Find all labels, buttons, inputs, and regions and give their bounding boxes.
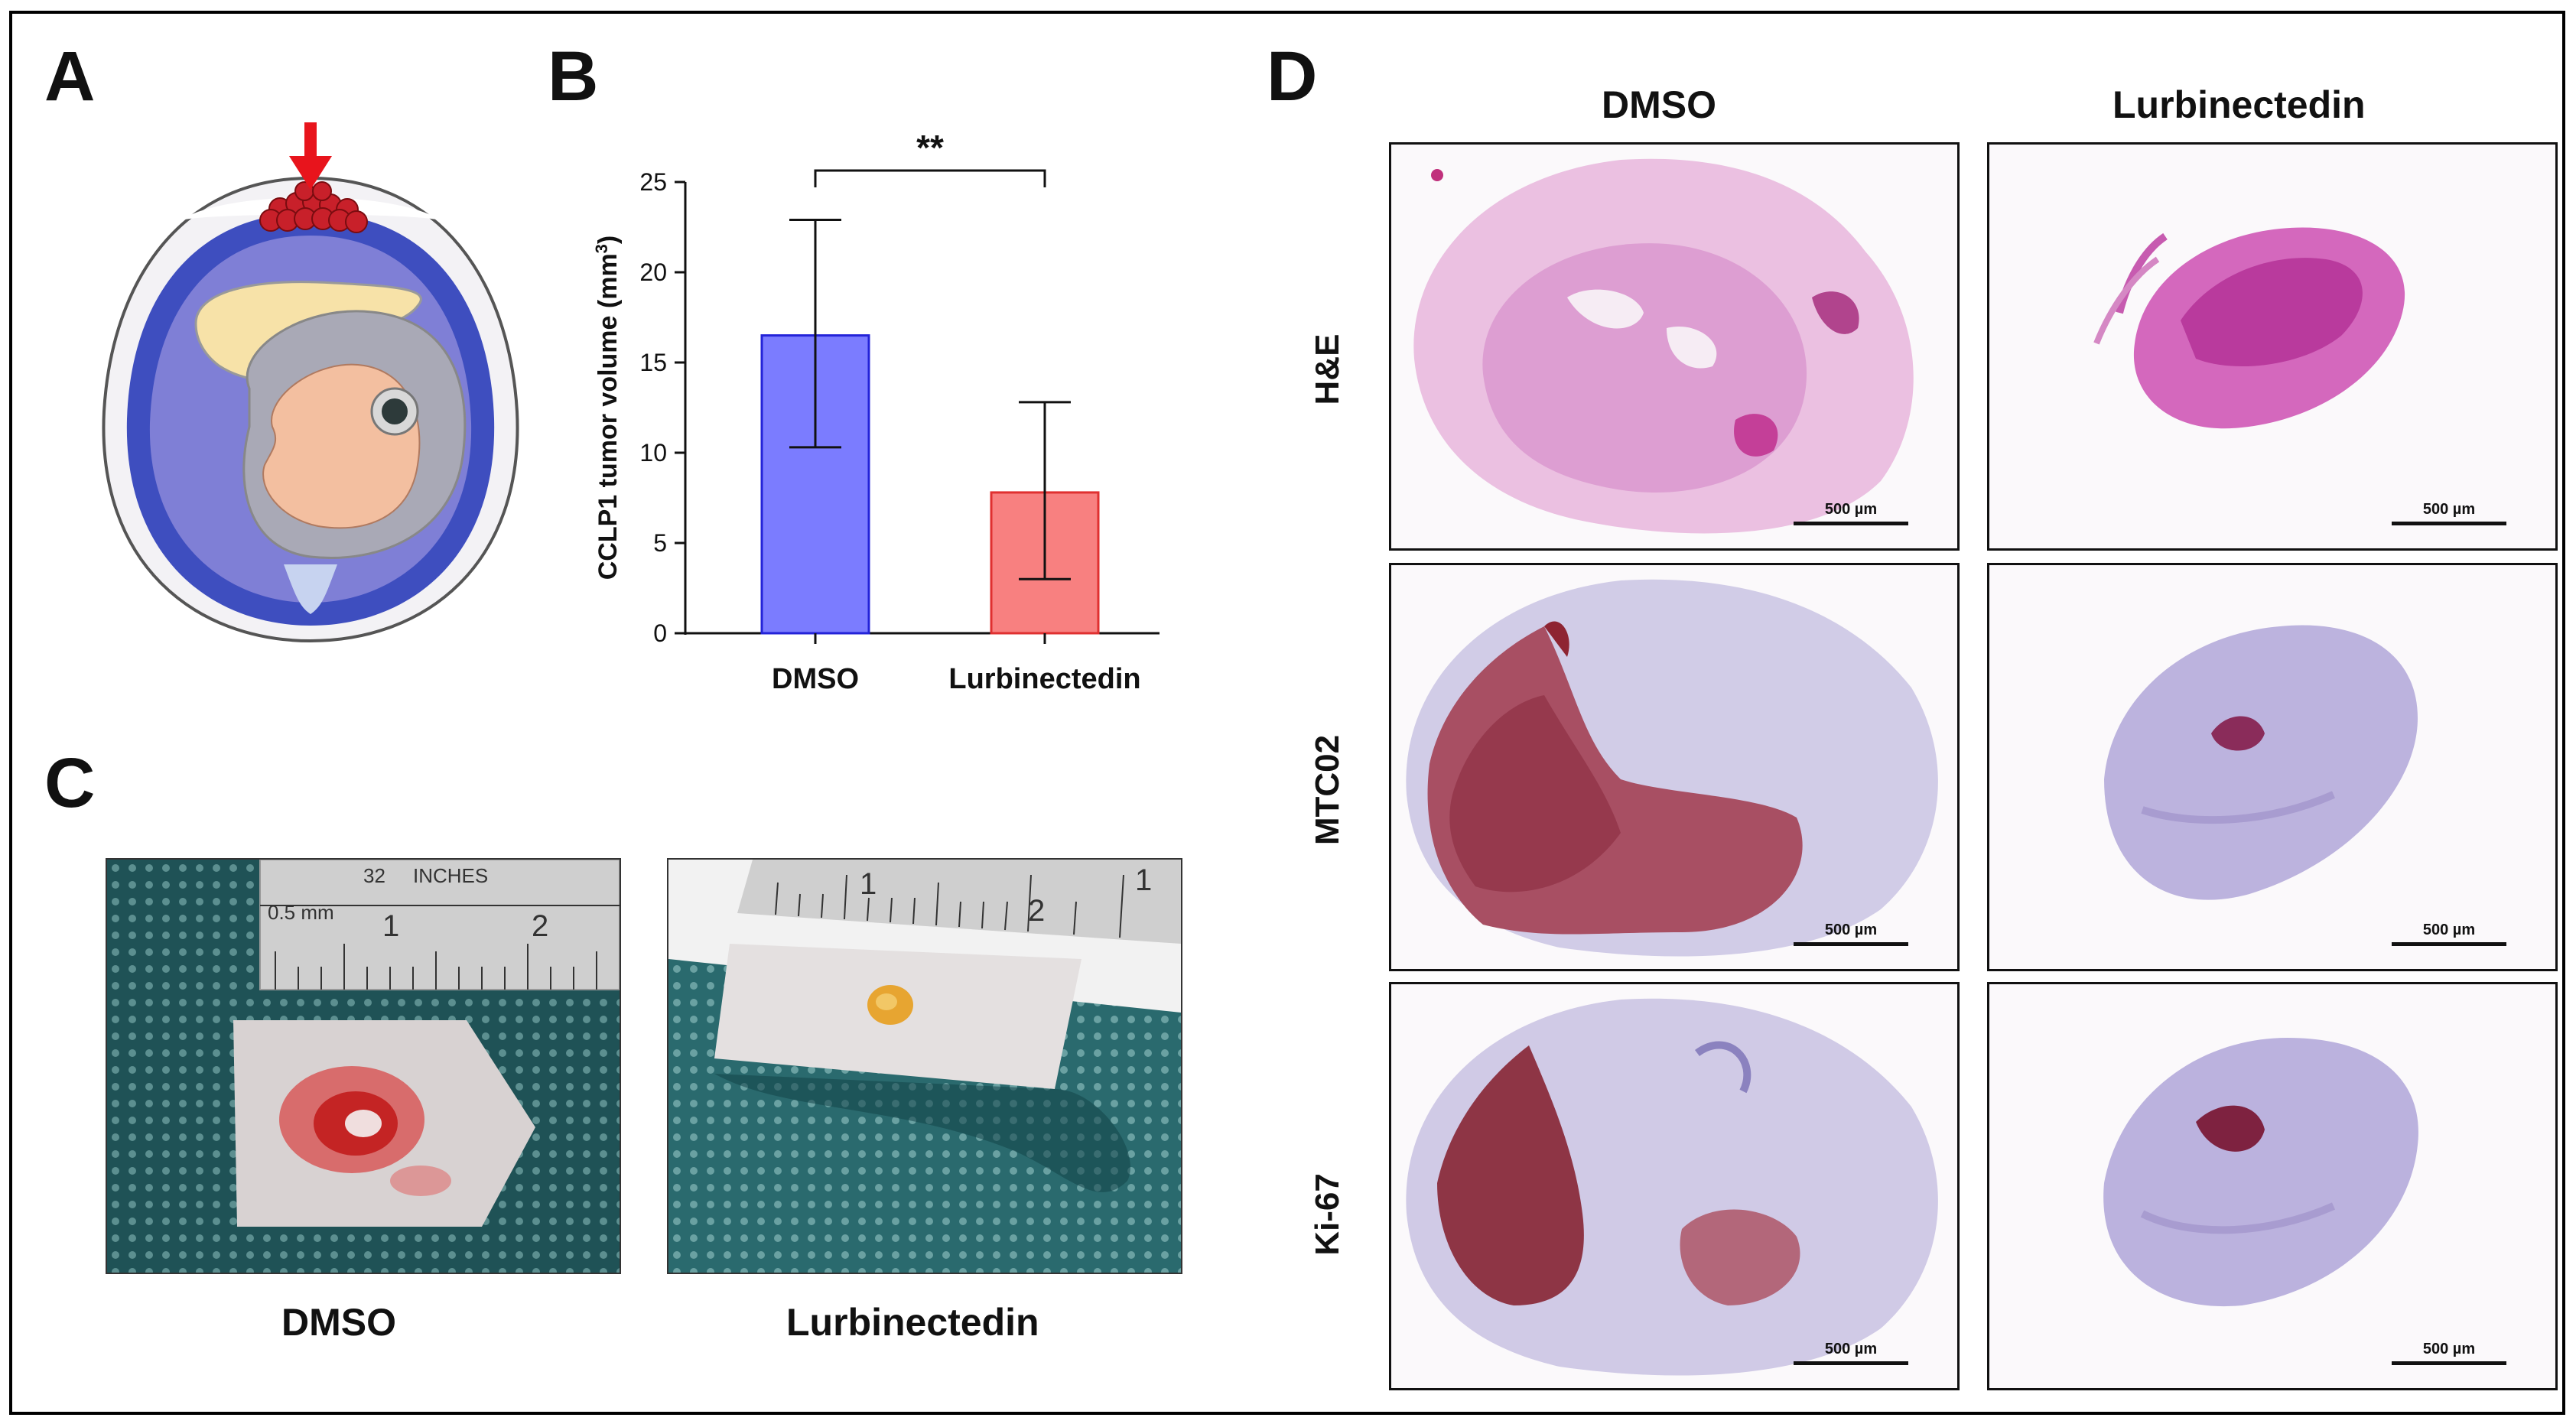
egg-cam-inoculation-icon bbox=[102, 122, 519, 643]
ruler-right-3: 1 bbox=[1135, 863, 1152, 897]
significance-label: ** bbox=[916, 128, 944, 167]
y-tick-label: 20 bbox=[639, 258, 667, 286]
caption-lurbinectedin: Lurbinectedin bbox=[786, 1301, 1039, 1344]
scale-bar: 500 µm bbox=[1794, 501, 1908, 525]
scale-bar-label: 500 µm bbox=[2422, 501, 2476, 518]
x-tick-label: DMSO bbox=[772, 663, 859, 695]
histology-he-lurbinectedin: 500 µm bbox=[1987, 142, 2558, 551]
caption-dmso: DMSO bbox=[281, 1301, 396, 1344]
histology-ki67-dmso: 500 µm bbox=[1389, 982, 1960, 1390]
significance-bracket bbox=[814, 169, 1046, 187]
ruler-text-32: 32 bbox=[363, 864, 385, 887]
scale-bar: 500 µm bbox=[1794, 922, 1908, 946]
y-tick-label: 25 bbox=[639, 168, 667, 196]
row-label-ki67: Ki-67 bbox=[1309, 1173, 1346, 1256]
histology-he-dmso: 500 µm bbox=[1389, 142, 1960, 551]
ruler-text-1: 1 bbox=[382, 909, 399, 943]
column-header-dmso: DMSO bbox=[1602, 83, 1716, 126]
panel-letter-a: A bbox=[44, 37, 96, 115]
tumor-volume-bar-chart: 0 5 10 15 20 25 DMSO Lurbinectedin ** CCLP1 tumo… bbox=[592, 128, 1160, 695]
y-axis-label: CCLP1 tumor volume (mm3) bbox=[592, 236, 623, 580]
scale-bar-label: 500 µm bbox=[1824, 922, 1878, 938]
scale-bar: 500 µm bbox=[2392, 1341, 2506, 1365]
y-tick-label: 10 bbox=[639, 439, 667, 467]
y-tick-label: 0 bbox=[653, 619, 667, 647]
figure-frame: A B 0 5 10 15 20 25 bbox=[9, 11, 2565, 1415]
histology-mtc02-lurbinectedin: 500 µm bbox=[1987, 563, 2558, 971]
scale-bar: 500 µm bbox=[1794, 1341, 1908, 1365]
scale-bar-label: 500 µm bbox=[1824, 1341, 1878, 1357]
ruler-text-inches: INCHES bbox=[413, 864, 488, 887]
ruler-text-2: 2 bbox=[532, 909, 548, 943]
y-tick-label: 5 bbox=[653, 529, 667, 557]
photo-lurbinectedin-tumor: 1 2 1 bbox=[667, 858, 1182, 1274]
panel-letter-b: B bbox=[548, 37, 599, 115]
scale-bar: 500 µm bbox=[2392, 501, 2506, 525]
scale-bar-label: 500 µm bbox=[1824, 501, 1878, 518]
scale-bar-label: 500 µm bbox=[2422, 1341, 2476, 1357]
panel-letter-c: C bbox=[44, 744, 96, 822]
y-tick-label: 15 bbox=[639, 349, 667, 376]
column-header-lurbinectedin: Lurbinectedin bbox=[2113, 83, 2366, 126]
ruler-text-mm: 0.5 mm bbox=[268, 901, 334, 924]
ruler-right-2: 2 bbox=[1028, 894, 1045, 928]
ruler-right-1: 1 bbox=[860, 867, 877, 901]
row-label-he: H&E bbox=[1309, 333, 1346, 405]
panel-letter-d: D bbox=[1267, 37, 1318, 115]
row-label-mtc02: MTC02 bbox=[1309, 734, 1346, 846]
x-tick-label: Lurbinectedin bbox=[948, 663, 1140, 695]
scale-bar-label: 500 µm bbox=[2422, 922, 2476, 938]
photo-dmso-tumor: 0.5 mm 32 INCHES 1 2 bbox=[106, 858, 621, 1274]
scale-bar: 500 µm bbox=[2392, 922, 2506, 946]
histology-ki67-lurbinectedin: 500 µm bbox=[1987, 982, 2558, 1390]
histology-mtc02-dmso: 500 µm bbox=[1389, 563, 1960, 971]
